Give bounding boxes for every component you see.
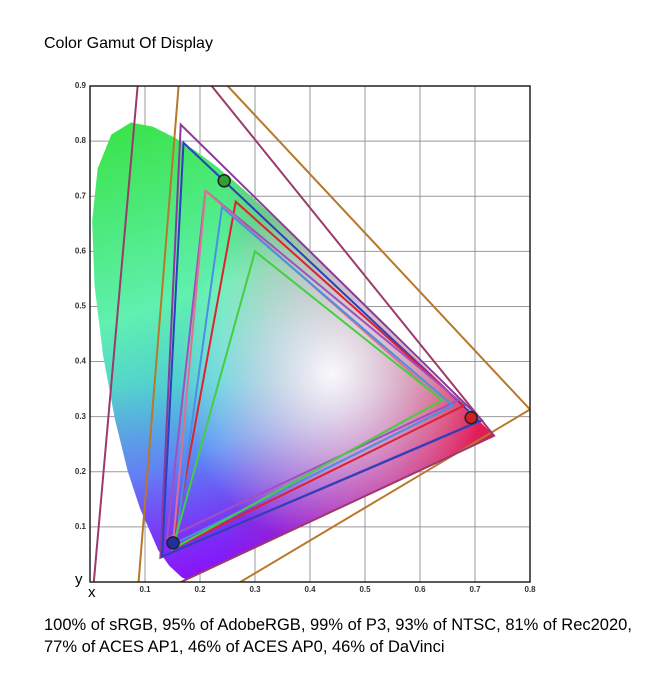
gamut-triangle [170,249,444,551]
y-tick-label: 0.4 [75,357,87,366]
x-axis-label: x [88,584,96,601]
caption: 100% of sRGB, 95% of AdobeRGB, 99% of P3… [44,616,632,656]
y-tick-label: 0.6 [75,246,87,255]
display-primary [166,536,180,550]
x-tick-label: 0.2 [194,585,206,594]
y-tick-label: 0.3 [75,412,87,421]
display-primary [217,174,231,188]
y-axis-label: y [75,571,83,588]
plot-frame [89,85,531,583]
gamut-triangle [165,188,461,540]
x-tick-label: 0.5 [359,585,371,594]
y-tick-label: 0.9 [75,81,87,90]
gamuts [92,86,530,582]
y-tick-label: 0.2 [75,467,87,476]
gamut-triangle [171,199,466,551]
gamut-triangle [92,86,496,582]
x-tick-label: 0.8 [524,585,536,594]
gamut-triangle [160,140,482,559]
x-tick-label: 0.6 [414,585,426,594]
chart-title: Color Gamut Of Display [44,35,213,52]
x-tick-label: 0.4 [304,585,316,594]
display-primary [464,411,478,425]
gamut-triangle [173,205,455,546]
y-tick-label: 0.5 [75,302,87,311]
y-tick-label: 0.8 [75,136,87,145]
x-tick-label: 0.3 [249,585,261,594]
y-tick-label: 0.7 [75,191,87,200]
gamut-triangle [137,86,530,582]
x-tick-label: 0.7 [469,585,481,594]
y-tick-label: 0.1 [75,522,87,531]
x-tick-label: 0.1 [139,585,151,594]
